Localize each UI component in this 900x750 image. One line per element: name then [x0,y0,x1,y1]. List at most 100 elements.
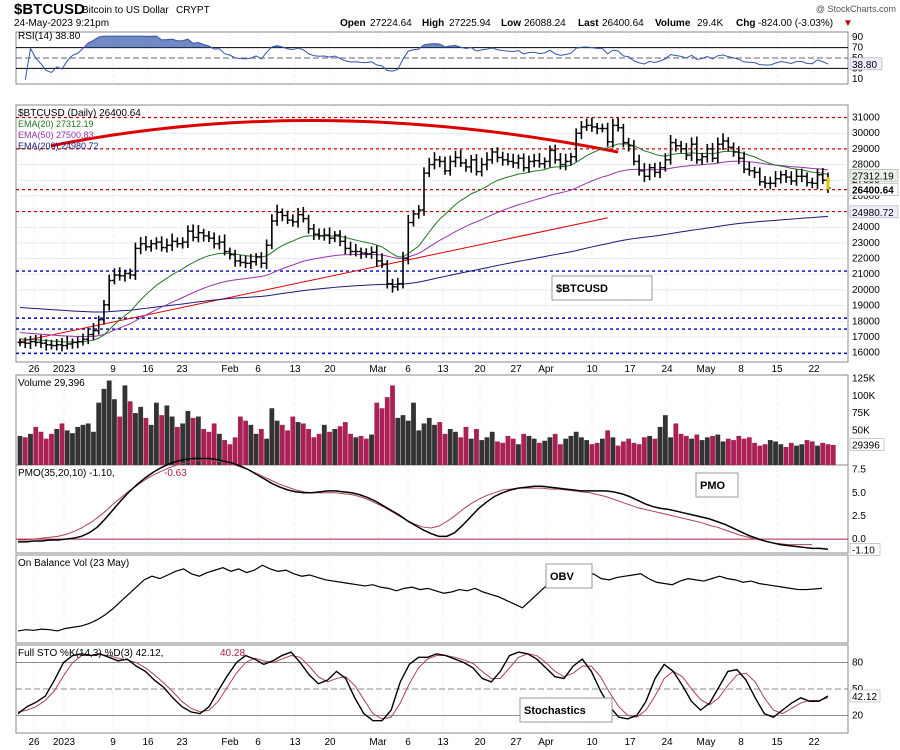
price-bar [678,140,684,153]
price-bar [33,334,39,347]
volume-bar [169,416,175,465]
price-value-label: 24980.72 [852,208,894,219]
x-tick-label: Apr [538,364,554,375]
symbol-title: $BTCUSD [14,1,85,18]
price-value-label: 27312.19 [852,171,894,182]
volume-bar [767,440,773,465]
volume-bar [306,429,311,465]
volume-bar [201,429,207,465]
price-bar [615,117,621,132]
volume-bar [453,431,458,465]
x-tick-label: 8 [738,737,744,748]
volume-bar [516,444,521,465]
price-bar [395,277,401,291]
price-bar [337,230,343,247]
price-bar [804,172,810,187]
x-tick-label: 20 [324,737,336,748]
price-bar [720,133,726,150]
volume-bar [683,435,689,465]
volume-value: 29.4K [697,18,723,29]
ema50-legend: EMA(50) 27500.83 [18,130,94,140]
symbol-name: Bitcoin to US Dollar [82,5,169,16]
volume-bar [704,437,710,465]
price-bar [547,145,553,168]
price-bar [636,154,642,176]
pmo-signal-legend: -0.63 [164,468,187,479]
ema200-line [19,215,829,313]
price-bar [48,339,54,350]
rsi-axis-label: 90 [852,32,864,43]
price-bar [594,123,600,135]
volume-legend: Volume 29,396 [18,378,85,389]
volume-bar [175,426,180,465]
price-bar [206,230,212,243]
volume-bar [379,408,385,465]
price-bar [458,149,464,167]
sto-value-box [849,689,881,703]
x-tick-label: 13 [437,364,449,375]
price-bar [694,136,700,164]
volume-bar [783,447,789,465]
sto-d-line [17,653,829,720]
price-bar [69,338,75,349]
x-tick-label: 17 [624,364,636,375]
price-bar [494,147,500,163]
volume-bar [264,438,269,465]
price-bar [484,152,490,171]
x-tick-label: May [697,364,716,375]
price-bar [274,204,280,226]
price-bar [185,225,191,248]
high-label: High [422,18,444,29]
volume-bar [579,437,584,465]
sto-legend: Full STO %K(14,3) %D(3) 42.12, [18,648,163,659]
price-value-label: 26400.64 [852,186,894,197]
volume-bar [332,429,338,465]
price-bar [521,153,527,172]
price-bar [106,274,112,311]
volume-bar [70,433,75,465]
volume-bar [542,440,548,465]
price-bar [75,336,81,349]
x-tick-label: 6 [405,364,411,375]
pmo-line [18,457,829,551]
price-axis-label: 24000 [852,222,880,233]
price-bar [515,154,521,169]
pmo-annotation: PMO [700,480,726,492]
chg-label: Chg [736,18,755,29]
volume-bar [101,388,107,465]
volume-bar [547,437,553,465]
volume-bar [778,444,784,465]
price-axis-label: 21000 [852,269,880,280]
price-bar [673,138,679,152]
volume-bar [106,380,112,465]
price-bar [138,236,144,255]
volume-bar [237,416,243,465]
volume-bar [253,433,259,465]
volume-bar [615,445,621,465]
volume-axis-label: 125K [852,373,876,384]
volume-bar [133,413,138,465]
sto-axis-label: 20 [852,710,864,721]
rsi-value-label: 38.80 [852,60,877,71]
pmo-annotation-box [695,472,739,498]
price-value-box [849,183,899,196]
price-bar [757,167,763,186]
price-bar [117,267,123,281]
x-tick-label: 16 [142,737,154,748]
volume-bar [400,415,406,465]
price-value-box [849,205,899,219]
x-tick-label: Mar [369,364,387,375]
price-bar [762,175,768,189]
price-bar [122,269,128,282]
price-bar [605,122,611,147]
price-bar [683,143,689,161]
price-bar [384,260,390,289]
volume-bar [526,435,532,465]
x-tick-label: 6 [255,364,261,375]
volume-bar [500,442,506,465]
price-axis-label: 28000 [852,160,880,171]
volume-bar [746,437,752,465]
price-bar [300,207,306,223]
price-legend: $BTCUSD (Daily) 26400.64 [18,108,141,119]
price-axis-label: 17000 [852,332,880,343]
